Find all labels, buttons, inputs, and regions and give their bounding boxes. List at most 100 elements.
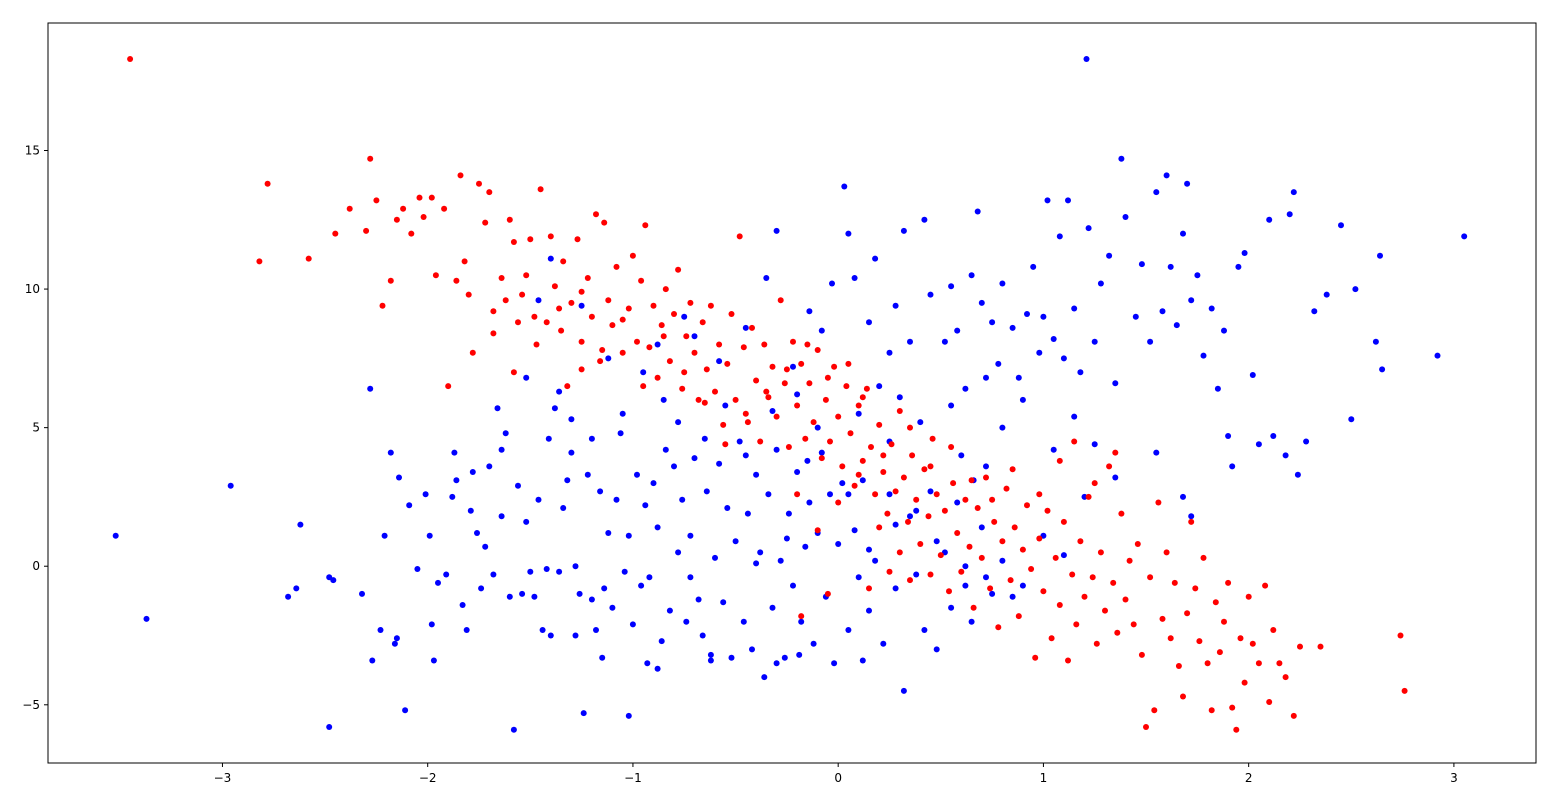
data-point bbox=[1097, 280, 1104, 287]
data-point bbox=[1241, 250, 1248, 256]
data-point bbox=[699, 632, 706, 639]
data-point bbox=[933, 646, 940, 653]
data-point bbox=[619, 349, 626, 356]
data-point bbox=[880, 640, 887, 647]
data-point bbox=[256, 258, 263, 265]
data-point bbox=[658, 638, 665, 645]
y-tick-label: 0 bbox=[32, 559, 40, 573]
data-point bbox=[510, 726, 517, 733]
data-point bbox=[1192, 585, 1199, 592]
data-point bbox=[1214, 385, 1221, 392]
data-point bbox=[753, 377, 760, 384]
data-point bbox=[1266, 216, 1273, 223]
data-point bbox=[913, 571, 920, 578]
data-point bbox=[369, 657, 376, 664]
data-point bbox=[909, 452, 916, 459]
data-point bbox=[913, 507, 920, 514]
data-point bbox=[572, 563, 579, 570]
data-point bbox=[1112, 449, 1119, 456]
data-point bbox=[654, 524, 661, 531]
data-point bbox=[675, 549, 682, 556]
data-point bbox=[576, 590, 583, 597]
data-point bbox=[1077, 538, 1084, 545]
data-point bbox=[1060, 518, 1067, 525]
data-point bbox=[790, 363, 796, 370]
data-point bbox=[1048, 635, 1055, 642]
data-point bbox=[1085, 493, 1092, 500]
data-point bbox=[1056, 233, 1063, 240]
data-point bbox=[1093, 640, 1100, 647]
data-point bbox=[359, 590, 365, 597]
data-point bbox=[457, 172, 464, 179]
data-point bbox=[884, 510, 891, 517]
data-point bbox=[1024, 311, 1030, 317]
data-point bbox=[701, 399, 708, 406]
x-tick-label: 3 bbox=[1450, 771, 1458, 785]
data-point bbox=[995, 360, 1002, 367]
data-point bbox=[1060, 355, 1067, 362]
data-point bbox=[671, 463, 677, 470]
data-point bbox=[1143, 724, 1149, 730]
data-point bbox=[1056, 457, 1063, 464]
data-point bbox=[393, 216, 400, 223]
data-point bbox=[892, 585, 899, 592]
data-point bbox=[851, 275, 858, 281]
data-point bbox=[1015, 613, 1022, 620]
data-point bbox=[941, 338, 948, 345]
y-tick-label: −5 bbox=[22, 698, 40, 712]
data-point bbox=[459, 602, 466, 608]
data-point bbox=[599, 654, 606, 661]
data-point bbox=[876, 383, 883, 390]
data-point bbox=[617, 430, 624, 437]
data-point bbox=[907, 338, 913, 345]
data-point bbox=[763, 275, 770, 281]
data-point bbox=[736, 438, 743, 445]
data-point bbox=[839, 480, 846, 487]
data-point bbox=[285, 593, 292, 600]
data-point bbox=[1245, 593, 1252, 600]
data-point bbox=[1112, 474, 1119, 481]
data-point bbox=[605, 355, 612, 362]
data-point bbox=[1188, 513, 1195, 520]
data-point bbox=[777, 297, 784, 304]
data-point bbox=[699, 319, 706, 326]
data-point bbox=[822, 396, 829, 403]
data-point bbox=[551, 283, 558, 290]
data-point bbox=[420, 214, 427, 220]
data-point bbox=[927, 291, 934, 298]
data-point bbox=[601, 219, 608, 226]
data-point bbox=[441, 205, 448, 212]
data-point bbox=[921, 466, 928, 473]
y-axis: −5 0 5 10 15 bbox=[22, 143, 48, 712]
data-point bbox=[978, 554, 985, 561]
data-point bbox=[917, 419, 924, 426]
data-point bbox=[1434, 352, 1441, 359]
data-point bbox=[402, 707, 409, 714]
data-point bbox=[1130, 621, 1137, 628]
data-point bbox=[781, 654, 788, 661]
data-point bbox=[1270, 627, 1277, 633]
data-point bbox=[773, 446, 780, 453]
data-point bbox=[609, 322, 616, 329]
data-point bbox=[829, 280, 835, 287]
data-point bbox=[1379, 366, 1386, 373]
data-point bbox=[970, 604, 977, 611]
data-point bbox=[1194, 272, 1201, 279]
data-point bbox=[701, 435, 708, 442]
data-point bbox=[769, 363, 776, 370]
data-point bbox=[872, 557, 879, 564]
data-point bbox=[1233, 726, 1240, 733]
data-point bbox=[625, 532, 632, 539]
data-point bbox=[465, 291, 472, 298]
data-point bbox=[1147, 574, 1154, 581]
data-point bbox=[597, 358, 604, 365]
data-point bbox=[1015, 374, 1022, 381]
data-point bbox=[1171, 579, 1178, 586]
data-point bbox=[367, 385, 374, 392]
data-point bbox=[556, 388, 563, 395]
data-point bbox=[498, 513, 505, 520]
data-point bbox=[621, 568, 628, 575]
data-point bbox=[1019, 582, 1026, 589]
data-point bbox=[1011, 524, 1018, 531]
data-point bbox=[1317, 643, 1324, 650]
